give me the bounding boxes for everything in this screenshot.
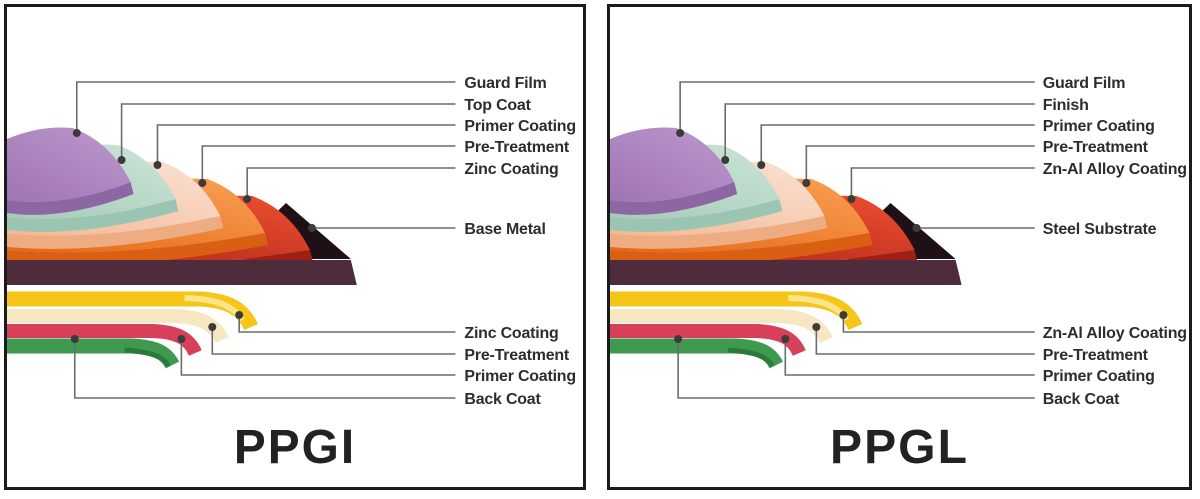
leader-line-zn-al-bottom: [842, 315, 1035, 333]
primer-coating-bottom-layer: [7, 324, 202, 357]
leader-line-top-coat: [120, 103, 456, 160]
label-primer-coating-top: Primer Coating: [464, 118, 575, 135]
label-primer-coating-bottom: Primer Coating: [464, 368, 575, 385]
leader-dot-back-coat: [70, 335, 79, 343]
leader-line-zn-al-top: [850, 167, 1035, 199]
pre-treatment-bottom-layer: [7, 309, 229, 344]
leader-dot-steel-substrate: [912, 224, 921, 232]
panel-title-ppgi: PPGI: [234, 421, 356, 474]
base-metal-slab: [7, 260, 357, 285]
leader-line-pre-treatment-top: [201, 145, 456, 183]
label-zinc-coating-top: Zinc Coating: [464, 161, 558, 178]
leader-line-zinc-bottom: [238, 315, 456, 333]
label-zn-al-alloy-top: Zn-Al Alloy Coating: [1043, 161, 1187, 178]
leader-dot-finish: [721, 156, 730, 164]
label-base-metal: Base Metal: [464, 221, 545, 238]
leader-line-primer-top: [760, 124, 1035, 165]
leader-dot-zinc-top: [243, 195, 252, 203]
label-pre-treatment-bottom: Pre-Treatment: [1043, 347, 1149, 364]
label-finish: Finish: [1043, 97, 1089, 114]
guard-film-layer-side: [610, 182, 738, 215]
leader-line-primer-top: [156, 124, 456, 165]
leader-line-primer-bottom: [784, 339, 1035, 376]
leader-dot-primer-top: [757, 161, 766, 169]
guard-film-layer: [610, 127, 735, 202]
back-coat-layer: [7, 338, 180, 369]
leader-dot-pre-treatment-bottom: [208, 323, 217, 331]
leader-dot-base-metal: [307, 224, 316, 232]
label-zn-al-alloy-bottom: Zn-Al Alloy Coating: [1043, 325, 1187, 342]
leader-line-pre-treatment-top: [805, 145, 1035, 183]
label-zinc-coating-bottom: Zinc Coating: [464, 325, 558, 342]
back-coat-layer-shade: [124, 347, 171, 368]
leader-line-back-coat: [677, 339, 1035, 399]
leader-line-guard-film: [679, 81, 1035, 133]
leader-dot-primer-top: [153, 161, 162, 169]
pre-treatment-layer-side: [7, 233, 269, 266]
label-pre-treatment-bottom: Pre-Treatment: [464, 347, 569, 364]
pre-treatment-layer-side: [610, 233, 873, 266]
leader-dot-zinc-bottom: [235, 311, 244, 319]
label-primer-coating-top: Primer Coating: [1043, 118, 1155, 135]
leader-dot-guard-film: [72, 129, 81, 137]
pre-treatment-bottom-layer: [610, 309, 833, 344]
leader-line-guard-film: [75, 81, 456, 133]
label-pre-treatment-top: Pre-Treatment: [1043, 139, 1149, 156]
guard-film-layer-side: [7, 182, 134, 215]
leader-dot-zn-al-bottom: [839, 311, 848, 319]
back-coat-layer-shade: [728, 347, 775, 368]
leader-line-finish: [724, 103, 1035, 160]
primer-coating-bottom-layer: [610, 324, 806, 357]
leader-dot-primer-bottom: [177, 335, 186, 343]
leader-line-zinc-top: [246, 167, 456, 199]
leader-line-pre-treatment-bottom: [815, 327, 1035, 355]
leader-dot-pre-treatment-bottom: [812, 323, 821, 331]
label-top-coat: Top Coat: [464, 97, 531, 114]
primer-coating-layer-side: [7, 216, 224, 249]
label-back-coat: Back Coat: [1043, 391, 1120, 408]
finish-layer-side: [610, 199, 783, 232]
leader-dot-zn-al-top: [847, 195, 856, 203]
panel-title-ppgl: PPGL: [830, 421, 969, 474]
leader-line-back-coat: [73, 339, 456, 399]
leader-dot-pre-treatment-top: [802, 179, 811, 187]
leader-dot-primer-bottom: [781, 335, 790, 343]
label-pre-treatment-top: Pre-Treatment: [464, 139, 569, 156]
ppgl-diagram: Guard Film Finish Primer Coating Pre-Tre…: [610, 75, 1187, 474]
leader-dot-guard-film: [676, 129, 685, 137]
guard-film-layer: [7, 127, 131, 202]
leader-line-pre-treatment-bottom: [211, 327, 456, 355]
ppgi-panel: Guard Film Top Coat Primer Coating Pre-T…: [4, 4, 586, 490]
leader-line-primer-bottom: [180, 339, 456, 376]
label-guard-film: Guard Film: [1043, 75, 1126, 92]
label-guard-film: Guard Film: [464, 75, 546, 92]
ppgi-diagram: Guard Film Top Coat Primer Coating Pre-T…: [7, 75, 576, 474]
label-primer-coating-bottom: Primer Coating: [1043, 368, 1155, 385]
label-back-coat: Back Coat: [464, 391, 541, 408]
top-coat-layer-side: [7, 199, 179, 232]
ppgl-panel: Guard Film Finish Primer Coating Pre-Tre…: [607, 4, 1192, 490]
leader-dot-back-coat: [674, 335, 683, 343]
primer-coating-layer-side: [610, 216, 828, 249]
back-coat-layer: [610, 338, 784, 369]
steel-substrate-slab: [610, 260, 962, 285]
leader-dot-pre-treatment-top: [198, 179, 207, 187]
leader-dot-top-coat: [117, 156, 126, 164]
label-steel-substrate: Steel Substrate: [1043, 221, 1157, 238]
